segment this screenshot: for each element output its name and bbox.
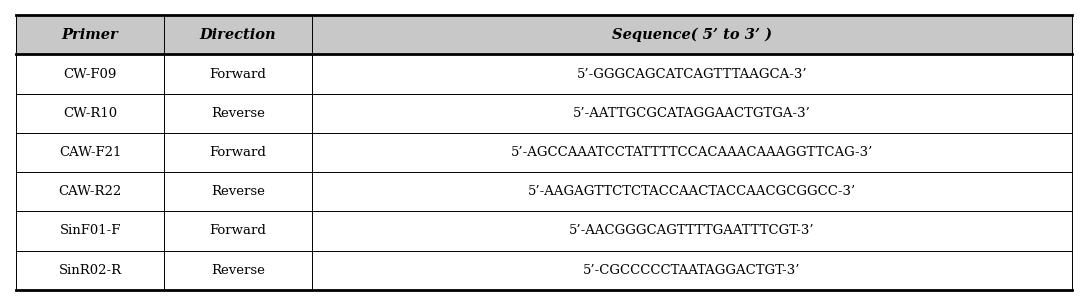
- Bar: [16, 15, 164, 55]
- Text: Reverse: Reverse: [211, 264, 264, 277]
- Text: Reverse: Reverse: [211, 107, 264, 120]
- Bar: [164, 211, 312, 250]
- Text: Forward: Forward: [210, 224, 267, 237]
- Bar: [312, 55, 1072, 94]
- Text: SinR02-R: SinR02-R: [59, 264, 122, 277]
- Text: CW-R10: CW-R10: [63, 107, 118, 120]
- Bar: [312, 172, 1072, 211]
- Bar: [164, 55, 312, 94]
- Bar: [16, 172, 164, 211]
- Text: 5’-AAGAGTTCTCTACCAACTACCAACGCGGCC-3’: 5’-AAGAGTTCTCTACCAACTACCAACGCGGCC-3’: [528, 185, 856, 198]
- Bar: [164, 172, 312, 211]
- Text: CAW-R22: CAW-R22: [59, 185, 122, 198]
- Bar: [312, 250, 1072, 290]
- Bar: [312, 94, 1072, 133]
- Bar: [16, 55, 164, 94]
- Bar: [164, 250, 312, 290]
- Text: 5’-AACGGGCAGTTTTGAATTTCGT-3’: 5’-AACGGGCAGTTTTGAATTTCGT-3’: [569, 224, 815, 237]
- Bar: [312, 133, 1072, 172]
- Bar: [16, 250, 164, 290]
- Bar: [312, 211, 1072, 250]
- Text: CW-F09: CW-F09: [63, 68, 116, 81]
- Text: 5’-GGGCAGCATCAGTTTAAGCA-3’: 5’-GGGCAGCATCAGTTTAAGCA-3’: [577, 68, 807, 81]
- Text: Reverse: Reverse: [211, 185, 264, 198]
- Text: 5’-AGCCAAATCCTATTTTCCACAAACAAAGGTTCAG-3’: 5’-AGCCAAATCCTATTTTCCACAAACAAAGGTTCAG-3’: [510, 146, 873, 159]
- Text: CAW-F21: CAW-F21: [59, 146, 122, 159]
- Bar: [16, 133, 164, 172]
- Text: Direction: Direction: [199, 28, 276, 42]
- Bar: [164, 94, 312, 133]
- Bar: [164, 15, 312, 55]
- Bar: [16, 94, 164, 133]
- Text: Forward: Forward: [210, 68, 267, 81]
- Text: 5’-AATTGCGCATAGGAACTGTGA-3’: 5’-AATTGCGCATAGGAACTGTGA-3’: [572, 107, 811, 120]
- Text: Sequence( 5’ to 3’ ): Sequence( 5’ to 3’ ): [611, 28, 771, 42]
- Text: Forward: Forward: [210, 146, 267, 159]
- Text: SinF01-F: SinF01-F: [60, 224, 121, 237]
- Text: 5’-CGCCCCCTAATAGGACTGT-3’: 5’-CGCCCCCTAATAGGACTGT-3’: [583, 264, 801, 277]
- Bar: [16, 211, 164, 250]
- Bar: [164, 133, 312, 172]
- Text: Primer: Primer: [62, 28, 119, 42]
- Bar: [312, 15, 1072, 55]
